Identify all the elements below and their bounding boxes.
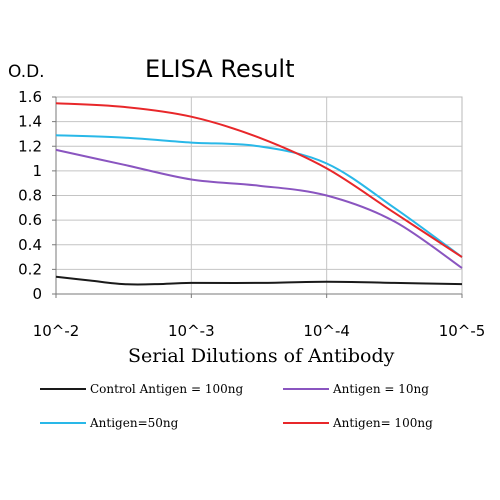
- y-tick-label: 0: [32, 285, 42, 303]
- y-tick-label: 0.2: [18, 260, 42, 278]
- series-line-3: [55, 102, 463, 258]
- legend-label-1: Antigen = 10ng: [332, 382, 429, 396]
- y-axis-ticks: 1.6 1.4 1.2 1 0.8 0.6 0.4 0.2 0: [18, 88, 56, 303]
- legend-label-0: Control Antigen = 100ng: [90, 382, 243, 396]
- series-line-0: [55, 275, 463, 286]
- y-tick-label: 0.6: [18, 211, 42, 229]
- x-tick-label: 10^-3: [168, 322, 215, 340]
- legend-label-3: Antigen= 100ng: [332, 416, 433, 430]
- y-tick-label: 0.4: [18, 236, 42, 254]
- x-axis-title: Serial Dilutions of Antibody: [128, 345, 395, 367]
- series-layer: [55, 102, 463, 286]
- x-axis-ticks: 10^-2 10^-3 10^-4 10^-5: [33, 294, 486, 340]
- plot-area: [55, 96, 463, 295]
- x-tick-label: 10^-2: [33, 322, 80, 340]
- y-tick-label: 1.2: [18, 137, 42, 155]
- y-tick-label: 1.4: [18, 113, 42, 131]
- y-tick-label: 0.8: [18, 187, 42, 205]
- chart-title: ELISA Result: [145, 55, 295, 83]
- series-line-2: [55, 134, 463, 258]
- series-line-1: [55, 148, 463, 269]
- legend: Control Antigen = 100ng Antigen = 10ng Ant…: [40, 382, 433, 430]
- legend-label-2: Antigen=50ng: [89, 416, 179, 430]
- y-tick-label: 1.6: [18, 88, 42, 106]
- x-tick-label: 10^-4: [303, 322, 350, 340]
- y-tick-label: 1: [32, 162, 42, 180]
- x-tick-label: 10^-5: [439, 322, 486, 340]
- y-axis-label: O.D.: [8, 62, 45, 82]
